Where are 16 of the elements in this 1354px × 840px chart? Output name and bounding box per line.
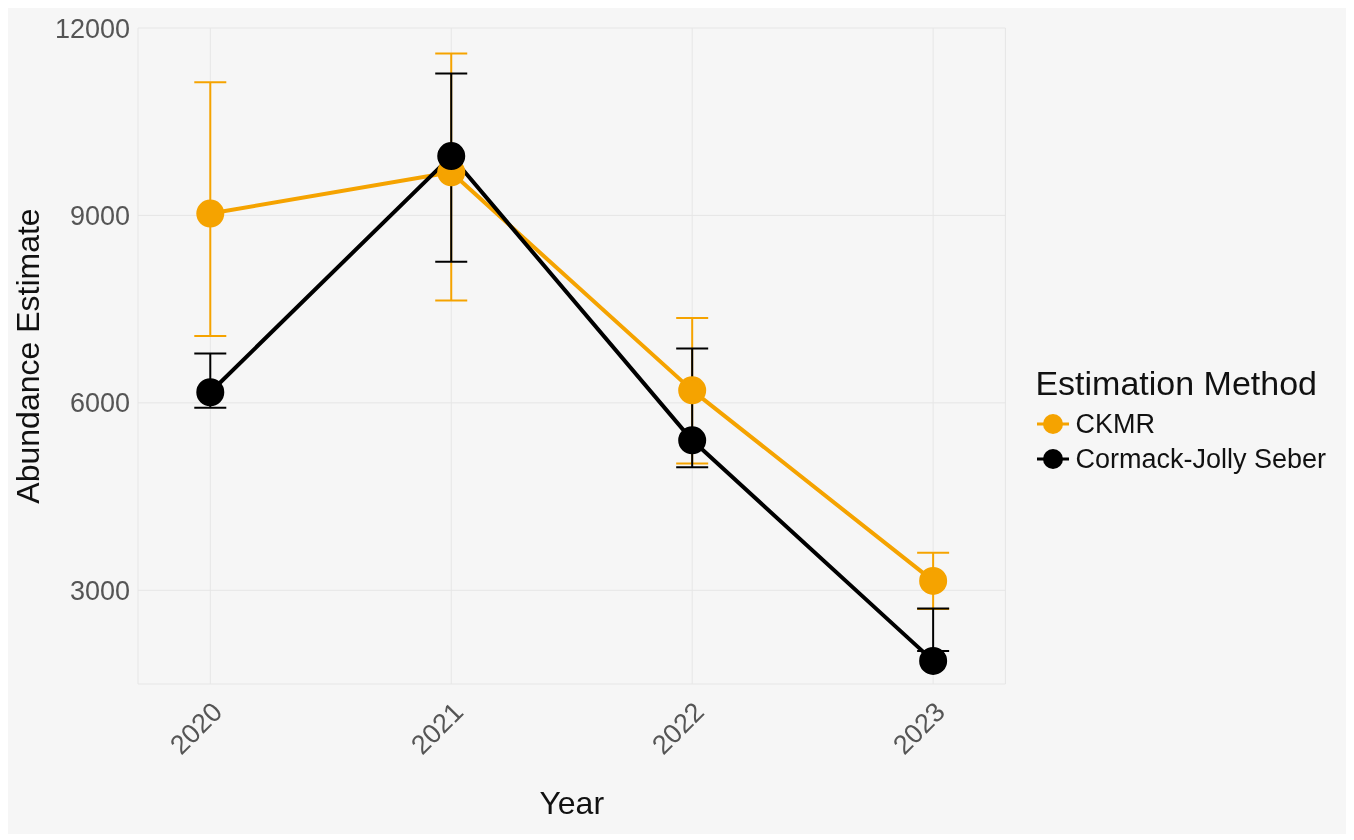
- point: [196, 199, 225, 228]
- y-tick-label: 12000: [54, 13, 130, 44]
- point: [437, 142, 466, 171]
- point: [678, 376, 707, 405]
- point: [919, 646, 948, 675]
- legend-title: Estimation Method: [1035, 363, 1318, 403]
- x-axis-title: Year: [539, 785, 605, 821]
- y-tick-label: 6000: [69, 388, 130, 419]
- point: [919, 566, 948, 595]
- legend-label: CKMR: [1075, 408, 1155, 440]
- y-axis-title: Abundance Estimate: [10, 208, 47, 504]
- y-tick-label: 3000: [69, 575, 130, 606]
- legend-label: Cormack-Jolly Seber: [1075, 443, 1326, 475]
- point: [196, 378, 225, 407]
- y-tick-label: 9000: [69, 201, 130, 232]
- point: [678, 426, 707, 455]
